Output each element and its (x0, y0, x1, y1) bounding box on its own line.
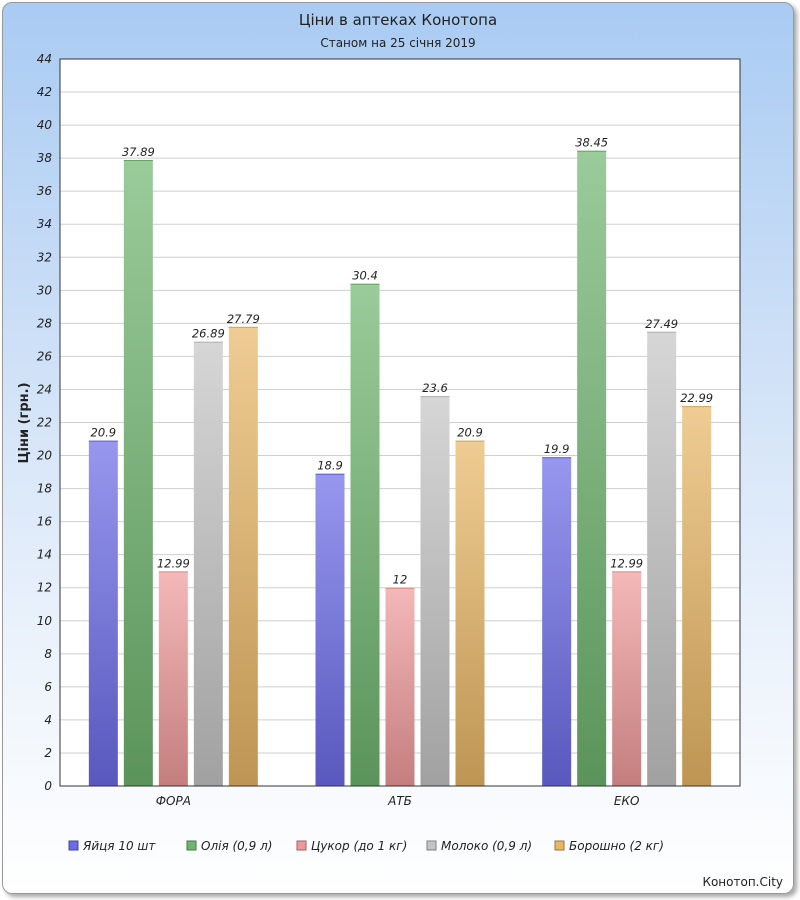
y-axis: 0246810121416182022242628303234363840424… (37, 52, 53, 793)
y-tick-label: 18 (37, 482, 53, 496)
bar (612, 571, 642, 786)
y-tick-label: 2 (44, 746, 52, 760)
data-label: 23.6 (422, 381, 448, 395)
legend-label: Цукор (до 1 кг) (311, 839, 407, 853)
y-tick-label: 12 (37, 581, 52, 595)
data-label: 38.45 (575, 136, 608, 150)
x-axis: ФОРА АТБ ЕКО (59, 58, 741, 808)
data-label: 12 (393, 573, 408, 587)
data-label: 19.9 (544, 442, 570, 456)
bar (123, 159, 153, 786)
legend-label: Яйця 10 шт (82, 839, 156, 853)
data-label: 18.9 (317, 459, 343, 473)
data-label: 27.79 (227, 312, 260, 326)
bar (193, 341, 223, 786)
y-tick-label: 24 (37, 382, 52, 396)
y-tick-label: 44 (37, 52, 52, 66)
bar (420, 396, 450, 786)
legend-label: Олія (0,9 л) (201, 839, 272, 853)
chart-title: Ціни в аптеках Конотопа (298, 11, 498, 29)
y-tick-label: 4 (44, 713, 52, 727)
y-tick-label: 40 (37, 118, 53, 132)
bar (542, 457, 572, 786)
y-tick-label: 34 (37, 217, 52, 231)
y-tick-label: 0 (44, 779, 52, 793)
legend: Яйця 10 шт Олія (0,9 л) Цукор (до 1 кг) Мол… (68, 839, 664, 853)
bar (158, 571, 188, 786)
y-tick-label: 36 (37, 184, 53, 198)
y-tick-label: 16 (37, 515, 53, 529)
bar (350, 283, 380, 786)
bar (228, 326, 258, 786)
data-label: 20.9 (457, 426, 483, 440)
y-tick-label: 8 (44, 647, 52, 661)
legend-swatch (186, 840, 197, 851)
chart-subtitle: Станом на 25 січня 2019 (320, 36, 476, 50)
y-tick-label: 10 (37, 614, 53, 628)
credit-text: Конотоп.City (702, 875, 783, 889)
data-label: 22.99 (680, 391, 713, 405)
legend-label: Борошно (2 кг) (569, 839, 664, 853)
y-tick-label: 42 (37, 85, 52, 99)
bar (315, 473, 345, 786)
y-tick-label: 30 (37, 283, 53, 297)
y-tick-label: 38 (37, 151, 53, 165)
data-label: 12.99 (610, 556, 643, 570)
y-tick-label: 6 (44, 680, 52, 694)
bars (88, 150, 712, 786)
data-label: 30.4 (352, 269, 378, 283)
data-label: 20.9 (91, 426, 117, 440)
legend-label: Молоко (0,9 л) (441, 839, 532, 853)
data-label: 26.89 (192, 327, 225, 341)
legend-swatch (296, 840, 307, 851)
bar (577, 150, 607, 786)
x-tick-label: АТБ (387, 794, 412, 808)
bar (88, 440, 118, 786)
legend-swatch (68, 840, 79, 851)
y-tick-label: 26 (37, 349, 53, 363)
y-axis-title: Ціни (грн.) (17, 382, 32, 463)
y-tick-label: 14 (37, 548, 52, 562)
legend-swatch (554, 840, 565, 851)
data-label: 37.89 (122, 145, 155, 159)
bar (647, 331, 677, 786)
x-tick-label: ЕКО (614, 794, 640, 808)
y-tick-label: 22 (37, 416, 52, 430)
data-label: 12.99 (157, 556, 190, 570)
bar (682, 406, 712, 786)
plot-frame (59, 58, 741, 787)
x-tick-label: ФОРА (156, 794, 191, 808)
data-label: 27.49 (645, 317, 678, 331)
bar (385, 587, 415, 786)
legend-swatch (426, 840, 437, 851)
y-tick-label: 20 (37, 449, 53, 463)
bar (455, 440, 485, 786)
y-tick-label: 32 (37, 250, 52, 264)
y-tick-label: 28 (37, 316, 53, 330)
